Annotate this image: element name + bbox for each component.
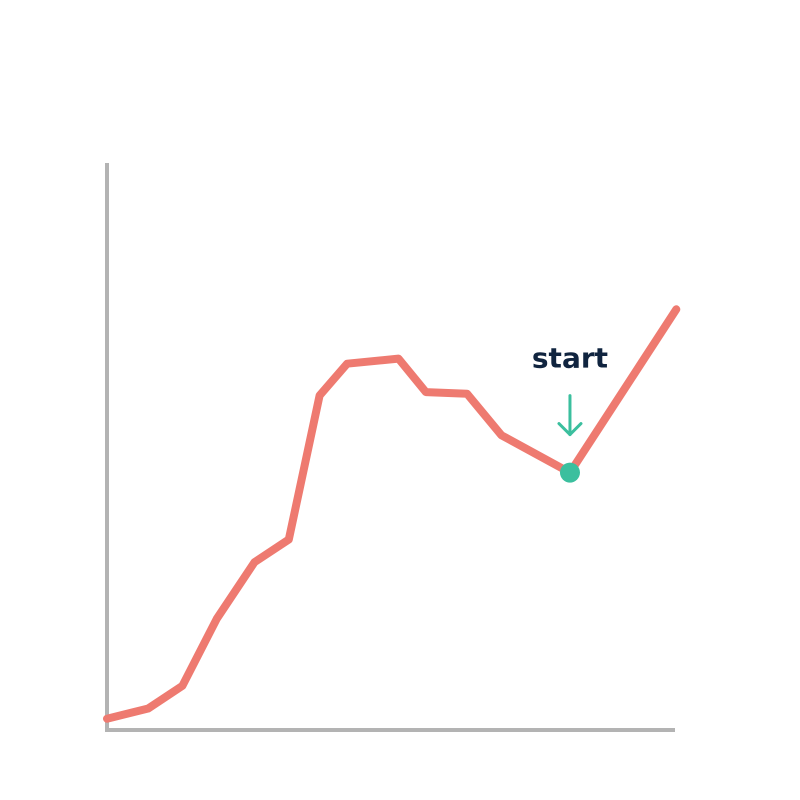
start-point-marker xyxy=(559,462,580,483)
annotation-layer: start xyxy=(532,342,608,483)
series-line-1 xyxy=(103,305,681,723)
arrow-head-icon xyxy=(557,422,583,437)
start-annotation-label: start xyxy=(532,342,608,375)
series-layer xyxy=(103,305,681,723)
